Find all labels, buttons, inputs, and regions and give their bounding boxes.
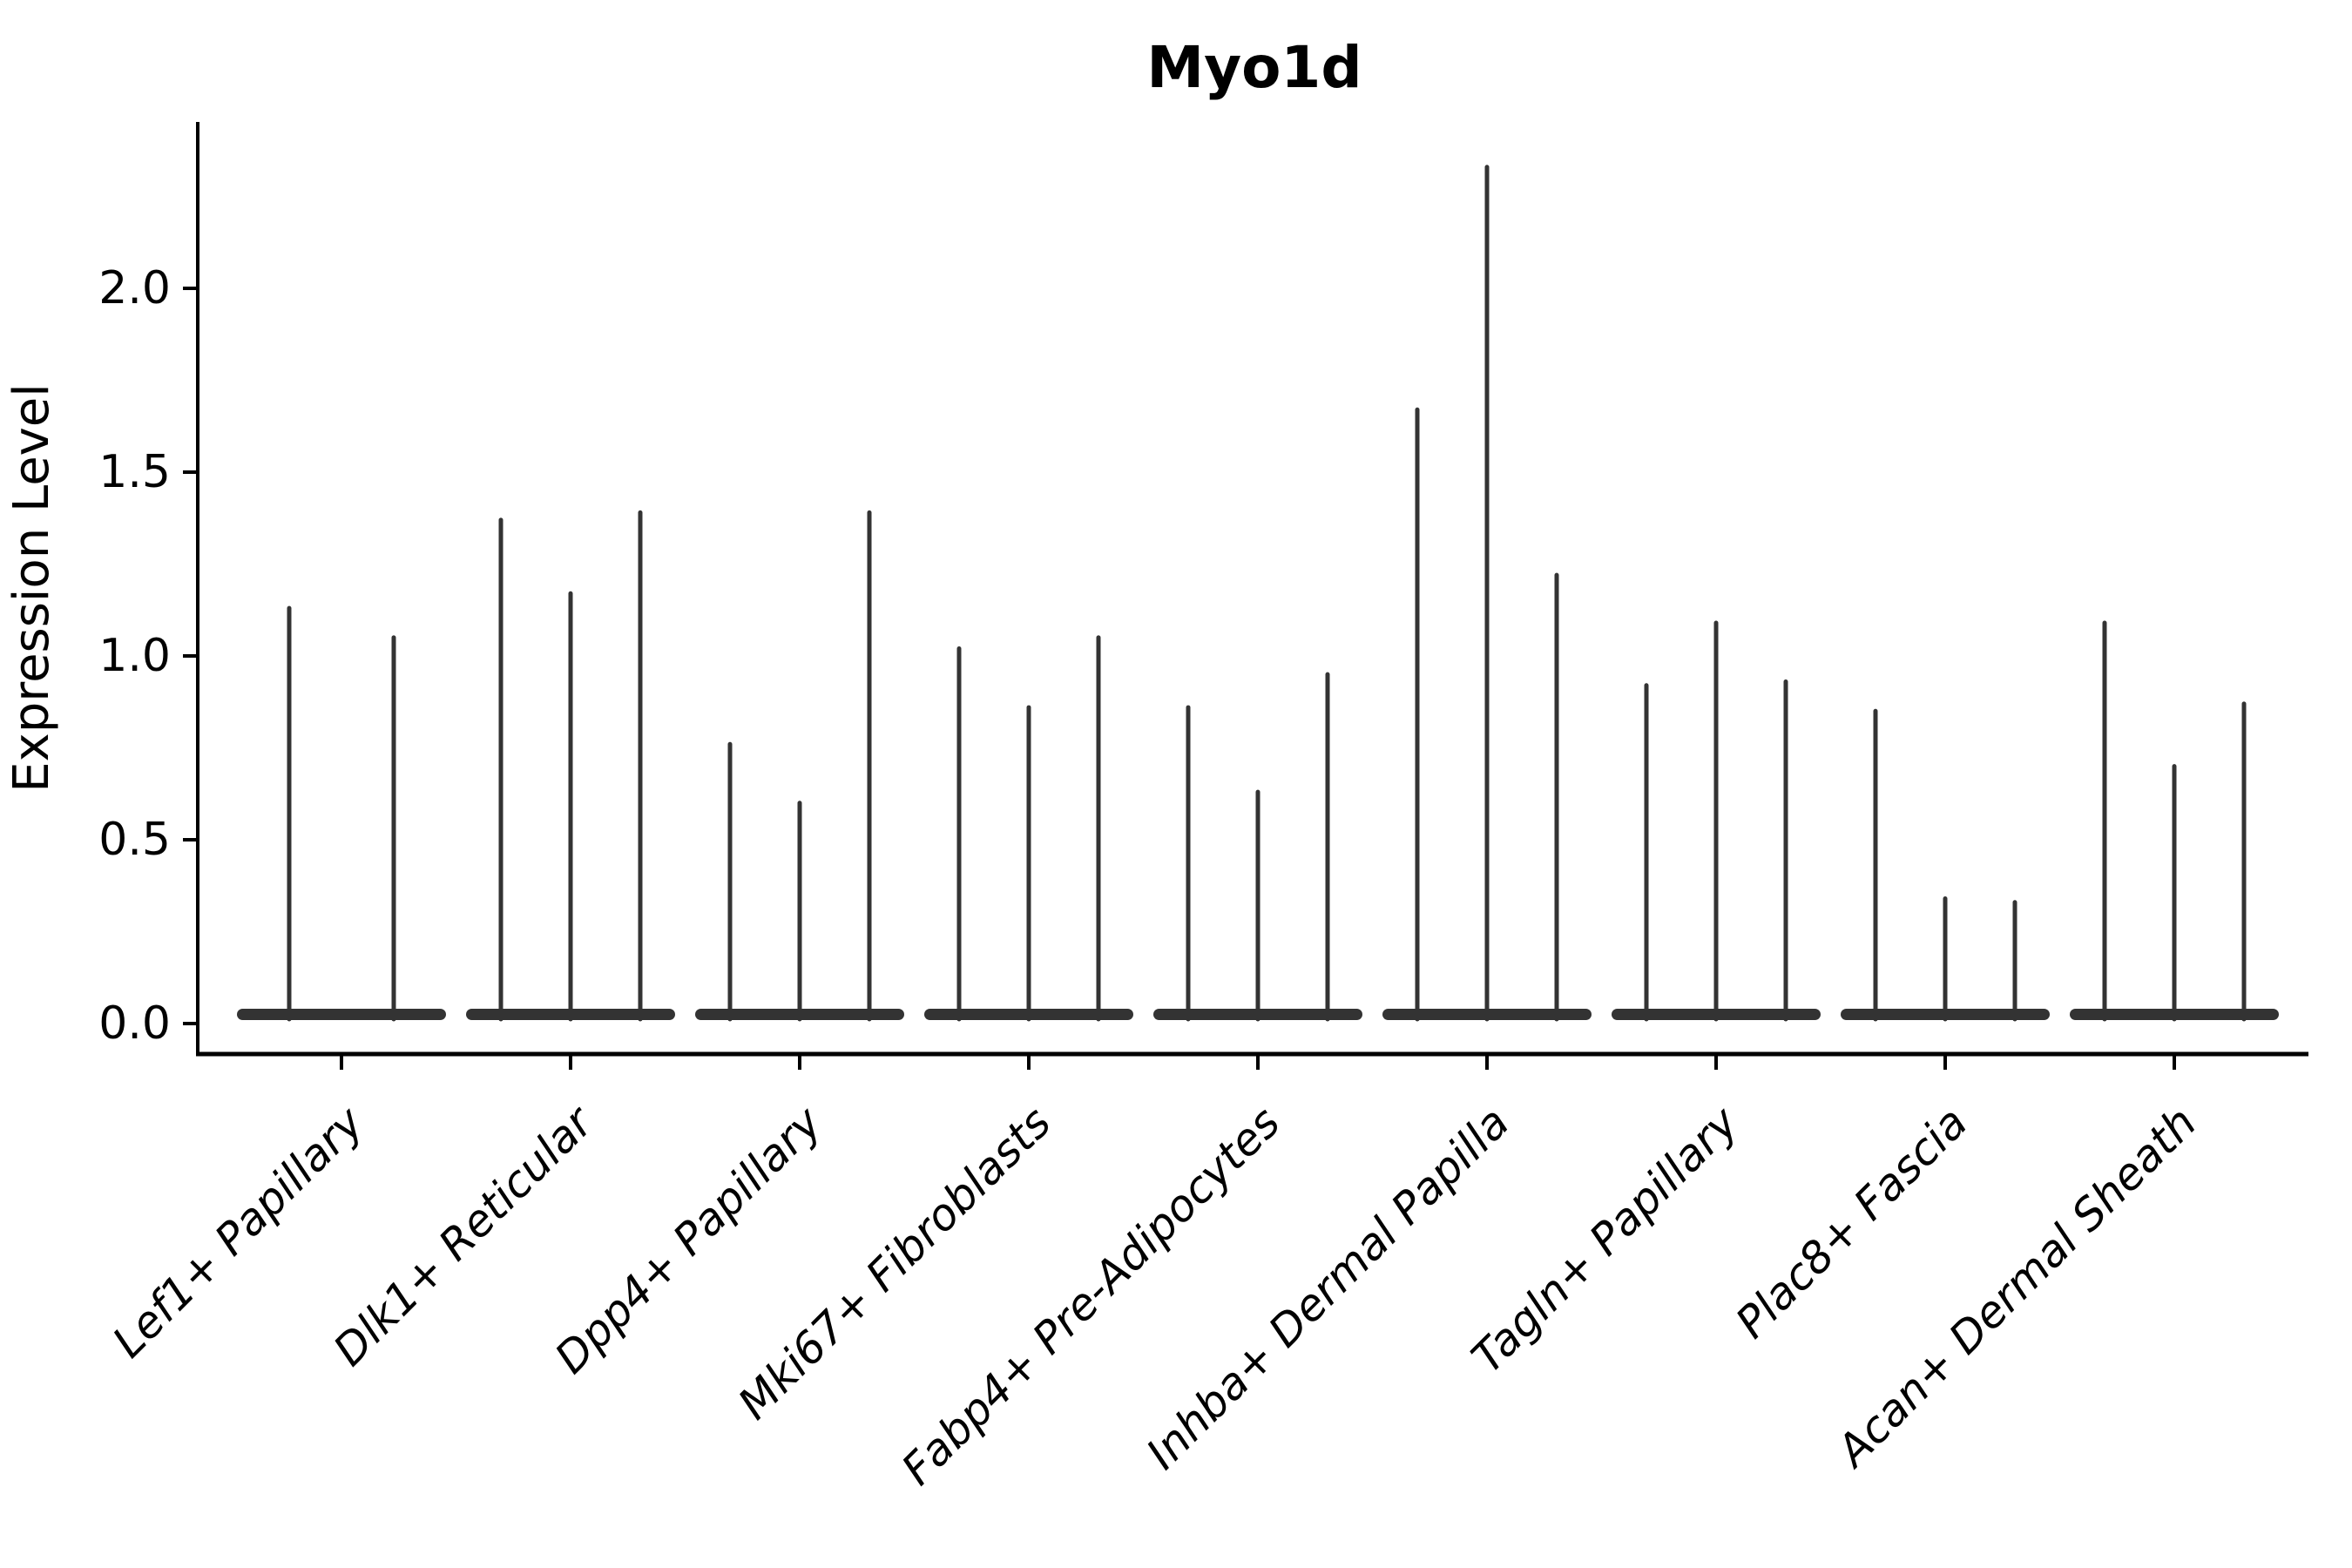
x-tick-label: Inhba+ Dermal Papilla bbox=[1137, 1097, 1518, 1478]
y-tick-label: 0.5 bbox=[98, 814, 171, 866]
y-tick-label: 2.0 bbox=[98, 262, 171, 314]
y-tick-label: 0.0 bbox=[98, 997, 171, 1050]
chart-title: Myo1d bbox=[1146, 34, 1362, 101]
y-tick-label: 1.0 bbox=[98, 630, 171, 682]
violin-base bbox=[237, 1009, 446, 1020]
y-ticks-layer: 0.0 0.5 1.0 1.5 2.0 bbox=[98, 262, 198, 1050]
x-tick-label: Lef1+ Papillary bbox=[103, 1096, 374, 1367]
y-axis-label: Expression Level bbox=[3, 383, 60, 793]
x-tick-label: Plac8+ Fascia bbox=[1727, 1097, 1977, 1348]
x-tick-label: Fabp4+ Pre-Adipocytes bbox=[892, 1097, 1290, 1495]
y-tick-label: 1.5 bbox=[98, 446, 171, 498]
x-tick-label: Acan+ Dermal Sheath bbox=[1826, 1097, 2207, 1477]
violins-layer bbox=[237, 165, 2279, 1022]
